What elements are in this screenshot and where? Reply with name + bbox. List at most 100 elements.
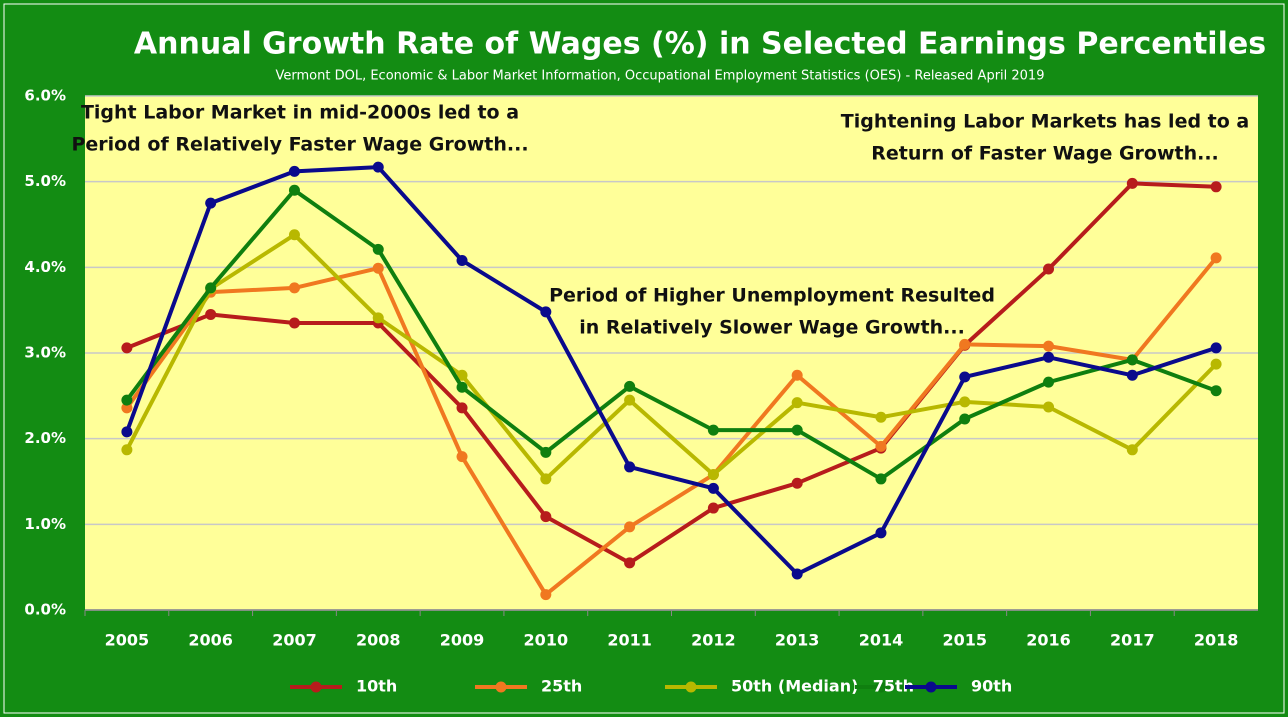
data-point (540, 306, 552, 318)
x-tick-label: 2006 (188, 631, 233, 650)
data-point (1043, 351, 1055, 363)
legend-marker (310, 681, 322, 693)
data-point (707, 502, 719, 514)
data-point (959, 338, 971, 350)
data-point (288, 317, 300, 329)
data-point (205, 308, 217, 320)
x-tick-label: 2010 (524, 631, 569, 650)
data-point (121, 402, 133, 414)
x-tick-label: 2008 (356, 631, 401, 650)
data-point (288, 229, 300, 241)
data-point (1126, 354, 1138, 366)
data-point (205, 282, 217, 294)
data-point (624, 521, 636, 533)
annotation: Tight Labor Market in mid-2000s led to a (81, 102, 519, 124)
data-point (624, 557, 636, 569)
data-point (1043, 401, 1055, 413)
x-tick-label: 2016 (1026, 631, 1071, 650)
data-point (791, 477, 803, 489)
data-point (791, 397, 803, 409)
y-tick-label: 5.0% (24, 172, 66, 190)
data-point (875, 440, 887, 452)
data-point (456, 381, 468, 393)
data-point (1210, 252, 1222, 264)
data-point (288, 165, 300, 177)
legend-marker (495, 681, 507, 693)
y-tick-label: 6.0% (24, 87, 66, 105)
data-point (875, 411, 887, 423)
annotation: Tightening Labor Markets has led to a (841, 111, 1250, 133)
annotation: Return of Faster Wage Growth... (871, 143, 1219, 165)
data-point (540, 511, 552, 523)
data-point (959, 413, 971, 425)
data-point (540, 589, 552, 601)
series-line (125, 256, 1218, 597)
series-line (125, 165, 1217, 577)
x-tick-label: 2017 (1110, 631, 1155, 650)
x-tick-label: 2015 (942, 631, 987, 650)
annotation: Period of Higher Unemployment Resulted (549, 285, 995, 307)
x-tick-label: 2018 (1194, 631, 1239, 650)
legend-label: 75th (873, 677, 914, 696)
data-point (1210, 342, 1222, 354)
data-point (1043, 340, 1055, 352)
data-point (121, 444, 133, 456)
data-point (1043, 263, 1055, 275)
data-point (372, 161, 384, 173)
data-point (1210, 385, 1222, 397)
data-point (372, 312, 384, 324)
x-tick-label: 2009 (440, 631, 485, 650)
data-point (121, 426, 133, 438)
y-tick-label: 3.0% (24, 344, 66, 362)
chart-subtitle: Vermont DOL, Economic & Labor Market Inf… (276, 69, 1045, 84)
data-point (624, 461, 636, 473)
legend-marker (685, 681, 697, 693)
annotation: in Relatively Slower Wage Growth... (579, 317, 965, 339)
data-point (540, 446, 552, 458)
legend-marker (875, 681, 887, 693)
legend-label: 25th (541, 677, 582, 696)
data-point (456, 254, 468, 266)
y-tick-label: 1.0% (24, 515, 66, 533)
data-point (205, 197, 217, 209)
data-point (1043, 376, 1055, 388)
data-point (624, 394, 636, 406)
data-point (791, 568, 803, 580)
x-tick-label: 2005 (105, 631, 150, 650)
x-tick-label: 2013 (775, 631, 820, 650)
data-point (875, 527, 887, 539)
data-point (959, 396, 971, 408)
data-point (288, 184, 300, 196)
series-line (125, 232, 1218, 481)
data-point (456, 369, 468, 381)
data-point (1126, 369, 1138, 381)
data-point (1126, 177, 1138, 189)
legend-label: 90th (971, 677, 1012, 696)
data-point (707, 424, 719, 436)
data-point (624, 380, 636, 392)
x-tick-label: 2007 (272, 631, 317, 650)
data-point (456, 402, 468, 414)
data-point (959, 371, 971, 383)
chart-title: Annual Growth Rate of Wages (%) in Selec… (134, 27, 1266, 62)
data-point (540, 473, 552, 485)
y-tick-label: 0.0% (24, 601, 66, 619)
y-tick-label: 2.0% (24, 429, 66, 447)
data-point (1210, 181, 1222, 193)
data-point (288, 282, 300, 294)
x-tick-label: 2014 (859, 631, 904, 650)
data-point (707, 482, 719, 494)
x-tick-label: 2011 (607, 631, 652, 650)
series-line (125, 188, 1217, 481)
data-point (121, 342, 133, 354)
data-point (791, 424, 803, 436)
y-tick-label: 4.0% (24, 258, 66, 276)
x-tick-label: 2012 (691, 631, 736, 650)
data-point (791, 369, 803, 381)
legend-label: 10th (356, 677, 397, 696)
series-line (126, 181, 1217, 565)
data-point (707, 469, 719, 481)
legend-label: 50th (Median) (731, 677, 858, 696)
data-point (875, 473, 887, 485)
